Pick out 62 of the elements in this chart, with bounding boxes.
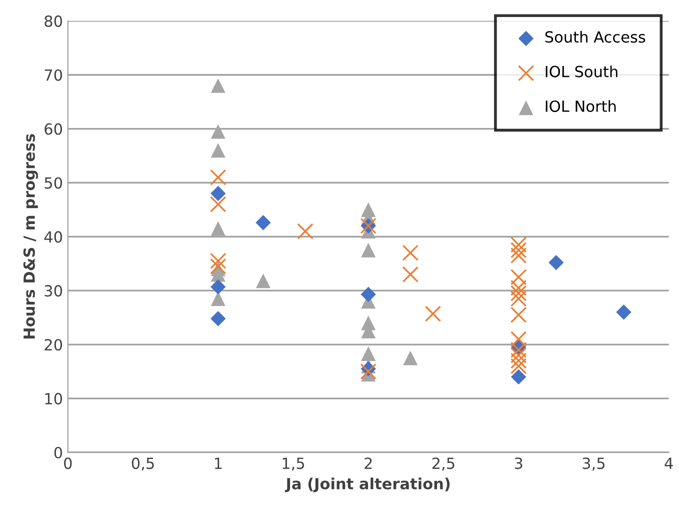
point	[210, 258, 226, 274]
point	[510, 268, 527, 286]
point	[548, 254, 564, 270]
point	[361, 242, 376, 258]
legend-label: IOL South	[546, 66, 618, 78]
point	[616, 304, 632, 320]
x-axis-title: Ja (Joint alteration)	[284, 478, 450, 492]
point	[210, 186, 226, 202]
y-tick-label: 20	[44, 338, 62, 351]
point	[510, 342, 527, 358]
x-tick-label: 0,5	[132, 458, 154, 471]
point	[210, 252, 226, 270]
point	[510, 242, 527, 258]
x-tick-label: 4	[664, 458, 673, 469]
y-tick-label: 40	[44, 231, 62, 243]
point	[510, 247, 527, 264]
point	[210, 279, 226, 294]
x-tick-label: 2	[364, 458, 372, 469]
x-tick-label: 3	[514, 458, 522, 470]
y-tick-label: 50	[44, 177, 62, 189]
point	[424, 306, 442, 322]
x-tick-label: 1	[214, 458, 222, 469]
point	[510, 347, 527, 364]
point	[210, 291, 226, 306]
point	[510, 280, 527, 296]
point	[360, 286, 376, 302]
point	[210, 124, 226, 139]
legend-label: IOL North	[546, 100, 616, 112]
y-tick-label: 70	[44, 69, 62, 81]
x-tick-label: 0	[64, 458, 72, 470]
point	[210, 78, 226, 93]
y-tick-label: 60	[44, 123, 62, 135]
point	[402, 266, 419, 283]
point	[510, 358, 527, 374]
point	[510, 285, 527, 302]
y-axis-title: Hours D&S / m progress	[23, 134, 38, 339]
y-tick-label: 30	[44, 285, 62, 297]
point	[510, 331, 527, 348]
point	[256, 215, 271, 230]
x-tick-label: 3,5	[582, 458, 605, 471]
y-tick-label: 10	[45, 392, 62, 404]
point	[210, 143, 226, 158]
point	[210, 196, 226, 212]
point	[510, 352, 527, 369]
point	[510, 306, 527, 323]
point	[403, 350, 418, 366]
point	[210, 311, 226, 326]
point	[402, 244, 419, 261]
y-tick-label: 80	[44, 15, 62, 27]
point	[256, 274, 270, 288]
point	[361, 346, 376, 361]
point	[510, 290, 527, 307]
point	[510, 369, 526, 384]
point	[360, 363, 376, 380]
x-tick-label: 1,5	[282, 458, 304, 471]
x-tick-label: 2,5	[432, 458, 454, 471]
point	[210, 221, 226, 236]
legend-label: South Access	[545, 30, 646, 43]
point	[510, 236, 527, 253]
point	[210, 169, 226, 186]
y-tick-label: 0	[54, 446, 62, 458]
point	[297, 223, 314, 240]
